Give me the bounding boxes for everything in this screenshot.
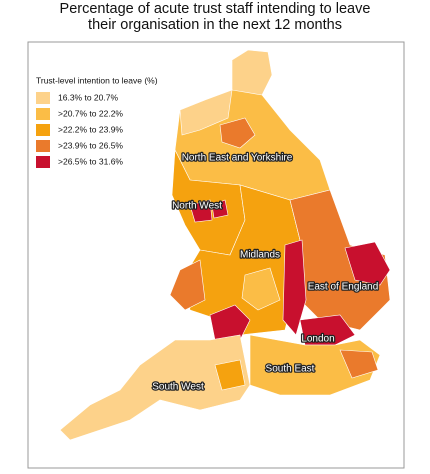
legend-swatch bbox=[36, 108, 50, 120]
legend: 16.3% to 20.7% >20.7% to 22.2% >22.2% to 2… bbox=[36, 92, 123, 168]
map-area bbox=[211, 199, 229, 219]
legend-swatch bbox=[36, 124, 50, 136]
legend-swatch bbox=[36, 92, 50, 104]
map-area bbox=[299, 314, 356, 346]
title-line: their organisation in the next 12 months bbox=[88, 17, 342, 33]
map-area bbox=[214, 359, 246, 391]
map-frame bbox=[27, 41, 405, 469]
region-labels: North East and Yorkshire North West Midlan… bbox=[151, 151, 380, 394]
map-area bbox=[339, 349, 379, 379]
legend-label: >20.7% to 22.2% bbox=[58, 108, 123, 118]
map-area bbox=[179, 89, 233, 136]
region-label: Midlands bbox=[240, 250, 280, 261]
legend-swatch bbox=[36, 156, 50, 168]
map-area bbox=[219, 117, 256, 149]
legend-label: >23.9% to 26.5% bbox=[58, 140, 123, 150]
map-area bbox=[189, 199, 213, 223]
map-area bbox=[344, 241, 391, 286]
title-line: Percentage of acute trust staff intendin… bbox=[60, 1, 371, 17]
legend-swatch bbox=[36, 140, 50, 152]
legend-label: 16.3% to 20.7% bbox=[58, 92, 118, 102]
region-label: South East bbox=[266, 364, 315, 375]
region-label: North West bbox=[172, 201, 222, 212]
region-label: East of England bbox=[308, 282, 379, 293]
legend-label: >22.2% to 23.9% bbox=[58, 124, 123, 134]
map-area bbox=[282, 239, 307, 336]
map-areas bbox=[59, 49, 391, 441]
map-area bbox=[169, 259, 206, 311]
map-area bbox=[209, 304, 251, 341]
legend-label: >26.5% to 31.6% bbox=[58, 156, 123, 166]
map-area bbox=[241, 267, 281, 311]
region-label: London bbox=[301, 334, 334, 345]
region-label: North East and Yorkshire bbox=[182, 153, 293, 164]
map-area bbox=[59, 334, 251, 441]
legend-title: Trust-level intention to leave (%) bbox=[36, 75, 158, 85]
region-label: South West bbox=[152, 382, 204, 393]
